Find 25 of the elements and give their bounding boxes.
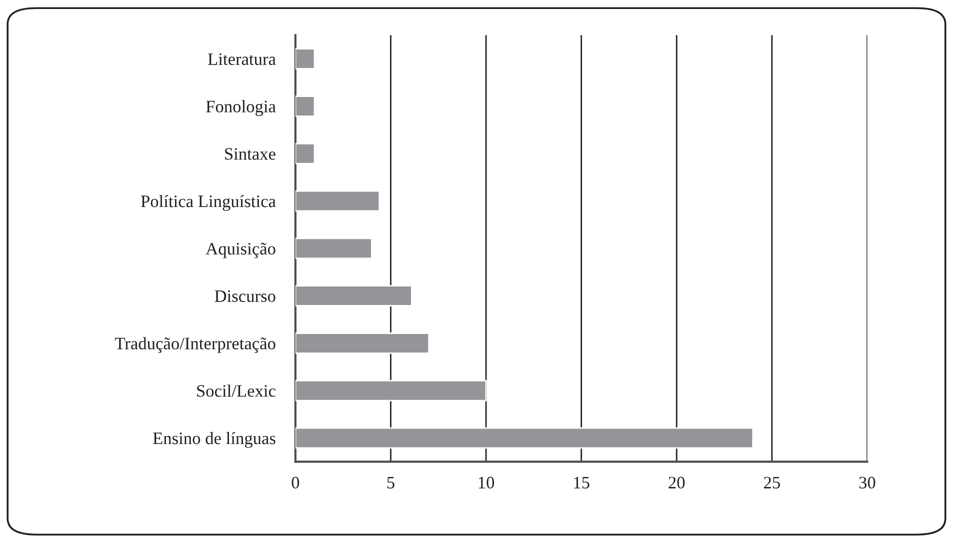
bar bbox=[295, 427, 754, 449]
x-tick-label: 15 bbox=[574, 476, 590, 488]
bar bbox=[295, 332, 430, 354]
bar bbox=[295, 238, 372, 260]
x-tick-label: 5 bbox=[387, 476, 394, 488]
bar bbox=[295, 96, 316, 117]
y-tick-label: Fonologia bbox=[206, 100, 276, 116]
bar bbox=[295, 380, 487, 402]
x-tick-label: 20 bbox=[668, 476, 685, 488]
x-tick-label: 30 bbox=[859, 476, 876, 488]
bar bbox=[295, 190, 380, 212]
y-tick-label: Aquisição bbox=[206, 242, 276, 258]
y-tick-label: Literatura bbox=[208, 53, 276, 65]
y-tick-label: Socil/Lexic bbox=[197, 384, 276, 397]
y-tick-label: Ensino de línguas bbox=[153, 432, 276, 448]
x-tick-label: 10 bbox=[478, 476, 494, 488]
y-tick-label: Política Linguística bbox=[140, 194, 276, 211]
bar bbox=[295, 48, 316, 70]
x-tick-label: 0 bbox=[292, 476, 300, 488]
y-tick-label: Discurso bbox=[214, 290, 276, 302]
y-tick-label: Tradução/Interpretação bbox=[114, 337, 276, 353]
x-tick-label: 25 bbox=[764, 476, 780, 488]
y-tick-label: Sintaxe bbox=[225, 148, 276, 160]
bar bbox=[295, 285, 412, 306]
bar bbox=[295, 142, 316, 164]
